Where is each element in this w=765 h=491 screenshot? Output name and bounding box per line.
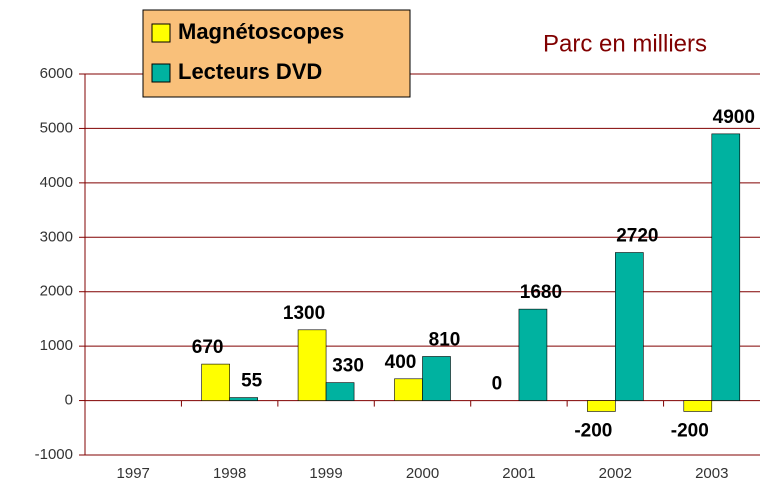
data-label: 0 bbox=[492, 374, 503, 395]
legend-label: Magnétoscopes bbox=[178, 19, 344, 44]
x-tick-label: 1999 bbox=[309, 465, 342, 482]
y-tick-label: 2000 bbox=[40, 283, 73, 300]
y-tick-label: 1000 bbox=[40, 337, 73, 354]
x-tick-label: 1997 bbox=[117, 465, 150, 482]
y-tick-label: 0 bbox=[65, 392, 73, 409]
bar bbox=[615, 252, 644, 401]
legend-label: Lecteurs DVD bbox=[178, 59, 322, 84]
data-label: 400 bbox=[385, 352, 417, 373]
x-tick-label: 2003 bbox=[695, 465, 728, 482]
y-tick-label: 3000 bbox=[40, 228, 73, 245]
y-tick-label: 4000 bbox=[40, 174, 73, 191]
legend-swatch bbox=[151, 23, 171, 43]
data-label: 330 bbox=[332, 356, 364, 377]
bar bbox=[422, 356, 451, 401]
bar bbox=[587, 400, 616, 412]
bar bbox=[518, 308, 548, 401]
data-label: 4900 bbox=[713, 107, 755, 128]
data-label: 2720 bbox=[616, 226, 658, 247]
data-label: 1680 bbox=[520, 282, 562, 303]
legend-swatch bbox=[151, 63, 171, 83]
data-label: 810 bbox=[429, 329, 461, 350]
bar bbox=[229, 397, 258, 401]
bar bbox=[201, 363, 230, 401]
y-tick-label: 5000 bbox=[40, 119, 73, 136]
bar bbox=[297, 329, 327, 401]
x-tick-label: 2000 bbox=[406, 465, 439, 482]
bar bbox=[711, 133, 741, 401]
x-tick-label: 2001 bbox=[502, 465, 535, 482]
data-label: 55 bbox=[241, 371, 263, 392]
data-label: -200 bbox=[574, 420, 612, 441]
x-tick-label: 2002 bbox=[599, 465, 632, 482]
bar bbox=[325, 382, 355, 401]
legend-box bbox=[142, 9, 411, 98]
bar bbox=[683, 400, 713, 412]
y-tick-label: -1000 bbox=[35, 446, 73, 463]
bar bbox=[394, 378, 423, 401]
data-label: 670 bbox=[192, 337, 224, 358]
y-tick-label: 6000 bbox=[40, 65, 73, 82]
data-label: -200 bbox=[671, 420, 709, 441]
chart-title: Parc en milliers bbox=[543, 30, 707, 57]
x-tick-label: 1998 bbox=[213, 465, 246, 482]
data-label: 1300 bbox=[283, 303, 325, 324]
